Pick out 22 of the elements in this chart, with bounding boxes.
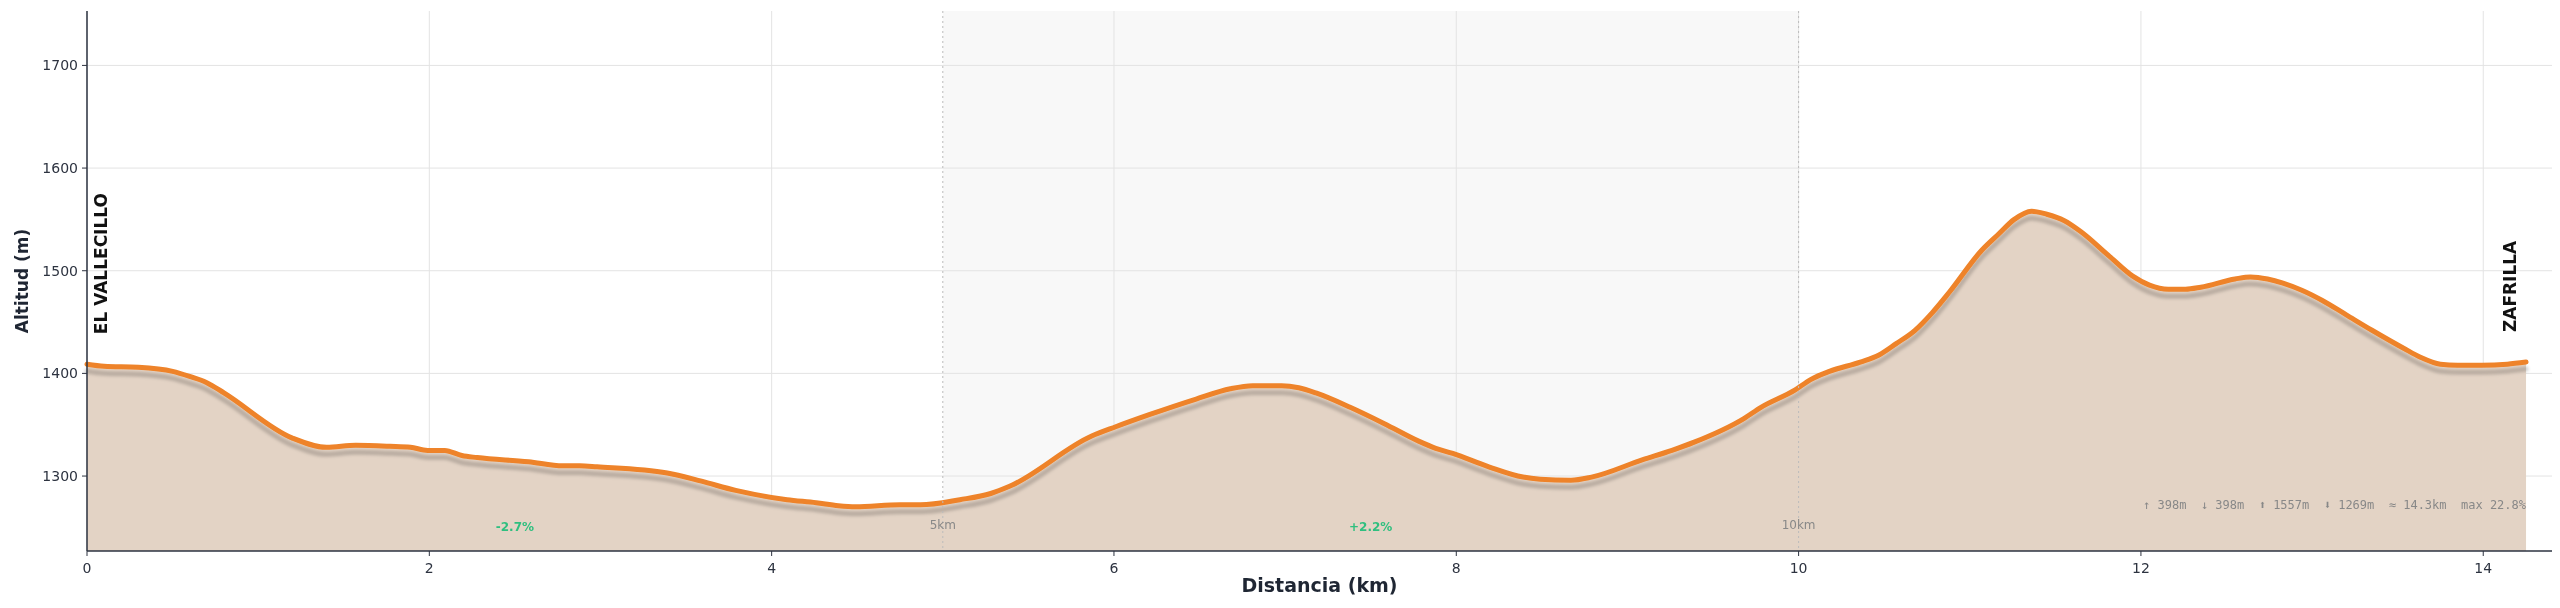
x-tick-label: 4 xyxy=(767,560,777,576)
annotation: -2.7% xyxy=(495,520,535,534)
x-tick-label: 2 xyxy=(424,560,434,576)
annotation: ↑ 398m ↓ 398m ⬆ 1557m ⬇ 1269m ≈ 14.3km max 22.8% xyxy=(2143,498,2527,512)
annotation: EL VALLECILLO xyxy=(91,193,111,335)
x-tick-label: 8 xyxy=(1451,560,1461,576)
y-tick-label: 1600 xyxy=(42,160,78,177)
x-tick-label: 10 xyxy=(1789,560,1808,576)
x-tick-label: 12 xyxy=(2132,560,2150,576)
y-tick-label: 1300 xyxy=(42,468,78,485)
annotation: ZAFRILLA xyxy=(2500,239,2521,333)
y-tick-label: 1500 xyxy=(42,262,78,279)
y-tick-label: 1400 xyxy=(42,365,78,382)
ref-line-label: 10km xyxy=(1781,518,1816,532)
y-tick-label: 1700 xyxy=(42,57,78,74)
x-axis-title: Distancia (km) xyxy=(1241,574,1398,596)
x-tick-label: 6 xyxy=(1109,560,1119,576)
ref-line-label: 5km xyxy=(929,518,956,532)
y-axis-title: Altitud (m) xyxy=(12,228,32,334)
x-tick-label: 14 xyxy=(2474,560,2493,576)
x-tick-label: 0 xyxy=(82,560,92,576)
annotation: +2.2% xyxy=(1349,520,1393,534)
